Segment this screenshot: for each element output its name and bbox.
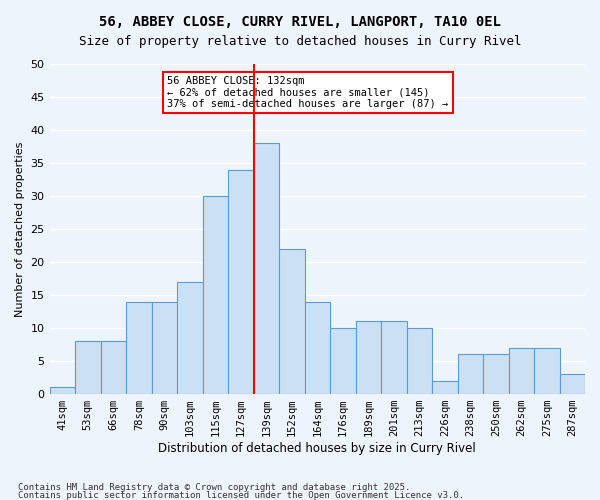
Y-axis label: Number of detached properties: Number of detached properties (15, 142, 25, 316)
Text: Contains public sector information licensed under the Open Government Licence v3: Contains public sector information licen… (18, 490, 464, 500)
Bar (75, 342, 101, 394)
Bar (381, 322, 407, 394)
Bar (407, 328, 432, 394)
Text: 56, ABBEY CLOSE, CURRY RIVEL, LANGPORT, TA10 0EL: 56, ABBEY CLOSE, CURRY RIVEL, LANGPORT, … (99, 15, 501, 29)
Bar (509, 348, 534, 394)
Text: Contains HM Land Registry data © Crown copyright and database right 2025.: Contains HM Land Registry data © Crown c… (18, 483, 410, 492)
Text: Size of property relative to detached houses in Curry Rivel: Size of property relative to detached ho… (79, 35, 521, 48)
Bar (126, 302, 152, 394)
Bar (560, 374, 585, 394)
Bar (534, 348, 560, 394)
Bar (279, 249, 305, 394)
Bar (254, 143, 279, 394)
Bar (356, 322, 381, 394)
Bar (152, 302, 177, 394)
Bar (177, 282, 203, 394)
Text: 56 ABBEY CLOSE: 132sqm
← 62% of detached houses are smaller (145)
37% of semi-de: 56 ABBEY CLOSE: 132sqm ← 62% of detached… (167, 76, 449, 109)
Bar (458, 354, 483, 394)
Bar (305, 302, 330, 394)
Bar (228, 170, 254, 394)
Bar (203, 196, 228, 394)
Bar (330, 328, 356, 394)
Bar (50, 388, 75, 394)
Bar (483, 354, 509, 394)
Bar (432, 381, 458, 394)
X-axis label: Distribution of detached houses by size in Curry Rivel: Distribution of detached houses by size … (158, 442, 476, 455)
Bar (101, 342, 126, 394)
